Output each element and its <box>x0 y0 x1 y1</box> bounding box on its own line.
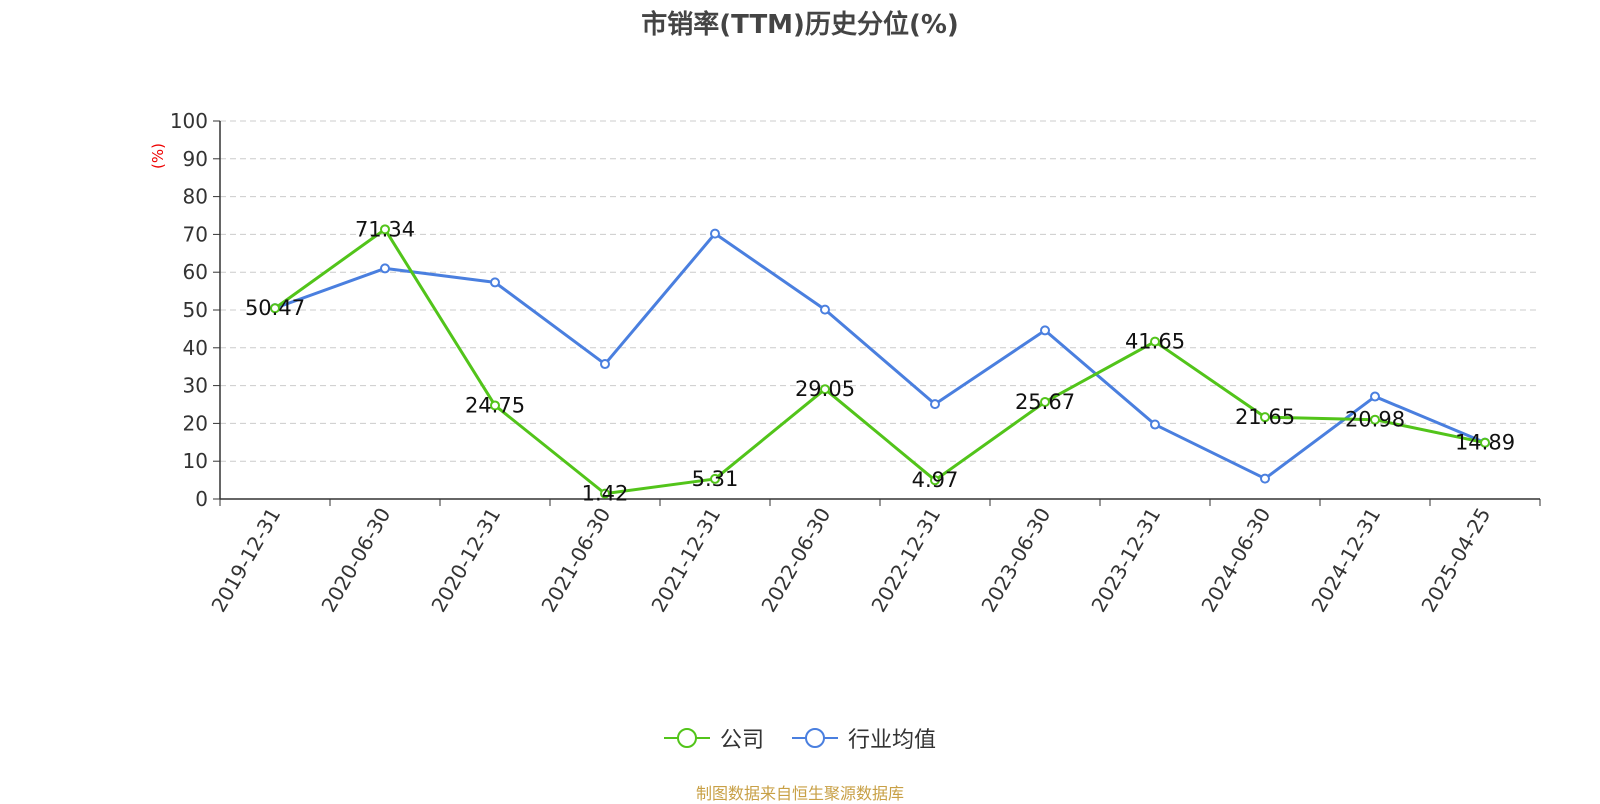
data-label: 5.31 <box>692 467 739 491</box>
data-point <box>1150 336 1160 347</box>
axes: 0 10 20 30 40 50 60 70 80 90 100(%) 2019-12-31 2020-… <box>149 109 1541 617</box>
data-point <box>710 228 720 239</box>
data-point <box>380 224 390 235</box>
grid-lines <box>220 120 1540 462</box>
data-point <box>490 400 500 411</box>
data-point <box>1260 412 1270 423</box>
data-label: 41.65 <box>1125 330 1185 354</box>
data-point <box>820 384 830 395</box>
source-note: 制图数据来自恒生聚源数据库 <box>695 784 904 803</box>
data-point <box>270 303 280 314</box>
legend-line-circle-icon <box>792 728 838 748</box>
y-tick-label: 100 <box>170 109 208 133</box>
x-tick-label: 2023-12-31 <box>1086 504 1165 617</box>
data-point <box>600 488 610 499</box>
y-tick-label: 70 <box>183 222 208 246</box>
x-tick-label: 2020-12-31 <box>426 504 505 617</box>
x-tick-label: 2025-04-25 <box>1416 504 1495 617</box>
legend-line-circle-icon <box>663 728 710 748</box>
legend-label-industry-average: 行业均值 <box>848 728 937 753</box>
x-tick-label: 2021-12-31 <box>646 504 725 617</box>
y-tick-label: 20 <box>183 411 208 435</box>
data-label: 20.98 <box>1345 408 1405 432</box>
x-tick-label: 2024-12-31 <box>1306 504 1385 617</box>
data-label: 21.65 <box>1235 405 1295 429</box>
y-tick-label: 30 <box>183 374 208 398</box>
data-label: 4.97 <box>912 468 959 492</box>
x-tick-label: 2019-12-31 <box>206 504 285 617</box>
y-tick-label: 10 <box>183 449 208 473</box>
data-point <box>1260 473 1270 484</box>
data-label: 14.89 <box>1455 431 1515 455</box>
data-label: 24.75 <box>465 393 525 417</box>
data-point <box>930 475 940 486</box>
y-tick-label: 90 <box>183 147 208 171</box>
x-tick-label: 2022-06-30 <box>756 504 835 617</box>
data-point <box>710 473 720 484</box>
data-point <box>820 304 830 315</box>
data-point <box>380 263 390 274</box>
data-point <box>1150 419 1160 430</box>
data-point <box>1370 414 1380 425</box>
x-tick-label: 2021-06-30 <box>536 504 615 617</box>
legend-item-industry-average[interactable]: 行业均值 <box>792 722 936 754</box>
data-point <box>1040 396 1050 407</box>
y-tick-label: 50 <box>183 298 208 322</box>
data-point <box>930 399 940 410</box>
data-label: 29.05 <box>795 377 855 401</box>
chart-title: 市销率(TTM)历史分位(%) <box>641 10 959 40</box>
series-layer <box>270 224 1490 499</box>
legend-label-company: 公司 <box>719 728 764 753</box>
x-tick-label: 2020-06-30 <box>316 504 395 617</box>
x-tick-label: 2023-06-30 <box>976 504 1055 617</box>
x-tick-label: 2024-06-30 <box>1196 504 1275 617</box>
data-label: 71.34 <box>355 217 415 241</box>
data-point <box>600 359 610 370</box>
data-point <box>1040 325 1050 336</box>
y-tick-label: 80 <box>183 185 208 209</box>
legend: 公司 行业均值 <box>0 722 1600 754</box>
series-line-industry-average <box>274 232 1486 481</box>
data-point <box>1370 391 1380 402</box>
x-tick-label: 2022-12-31 <box>866 504 945 617</box>
data-label: 25.67 <box>1015 390 1075 414</box>
data-point <box>1480 437 1490 448</box>
data-labels: 50.47 71.34 24.75 1.42 5.31 29.05 4.97 25.67 41.… <box>245 217 1515 505</box>
y-tick-label: 40 <box>183 336 208 360</box>
y-tick-label: 0 <box>195 487 208 511</box>
series-line-company <box>274 227 1486 496</box>
data-label: 1.42 <box>582 482 629 506</box>
legend-item-company[interactable]: 公司 <box>663 722 764 754</box>
data-label: 50.47 <box>245 296 305 320</box>
y-tick-label: 60 <box>183 260 208 284</box>
data-point <box>490 277 500 288</box>
y-axis-label: (%) <box>149 143 167 169</box>
